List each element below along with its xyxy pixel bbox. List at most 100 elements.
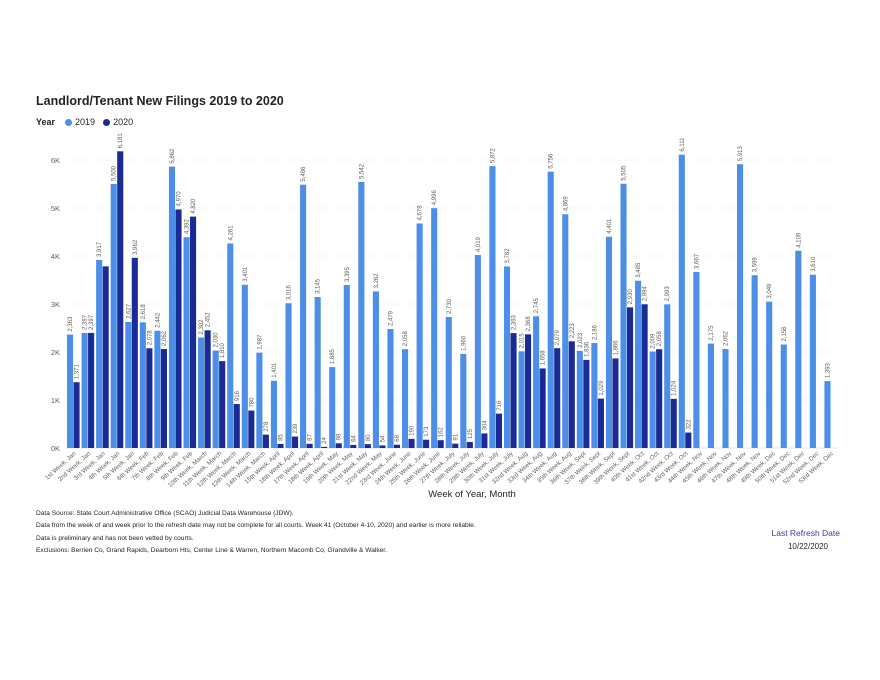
bar-2019 bbox=[431, 208, 438, 448]
data-label-2020: 278 bbox=[264, 421, 270, 432]
data-label-2020: 716 bbox=[497, 400, 503, 411]
bar-2020 bbox=[277, 443, 284, 448]
bar-2020 bbox=[423, 439, 430, 448]
bar-2020 bbox=[102, 266, 109, 448]
bar-2020 bbox=[525, 334, 532, 448]
bar-2019 bbox=[678, 154, 685, 448]
bar-2020 bbox=[160, 349, 167, 448]
bar-2020 bbox=[583, 359, 590, 448]
data-label-2020: 4,970 bbox=[176, 191, 182, 207]
bar-2020 bbox=[321, 446, 328, 448]
data-label-2020: 2,062 bbox=[162, 330, 168, 346]
bar-2019 bbox=[635, 280, 642, 448]
bar-2019 bbox=[125, 321, 132, 448]
bar-2019 bbox=[693, 271, 700, 448]
bar-2020 bbox=[131, 257, 138, 448]
bar-2019 bbox=[489, 166, 496, 449]
data-label-2019: 4,996 bbox=[432, 190, 438, 206]
data-label-2019: 2,009 bbox=[651, 333, 657, 349]
bar-2020 bbox=[554, 348, 561, 448]
data-label-2019: 3,395 bbox=[345, 266, 351, 282]
bar-2019 bbox=[256, 352, 263, 448]
legend-item-2019[interactable]: 2019 bbox=[65, 117, 95, 127]
bar-2020 bbox=[350, 444, 357, 448]
data-label-2019: 5,913 bbox=[738, 145, 744, 161]
data-label-2019: 2,993 bbox=[665, 286, 671, 302]
bar-2020 bbox=[641, 304, 648, 448]
bar-2019 bbox=[81, 332, 88, 448]
bar-2019 bbox=[402, 349, 409, 448]
bar-2019 bbox=[737, 164, 744, 448]
data-label-2019: 2,175 bbox=[709, 325, 715, 341]
bar-2019 bbox=[795, 250, 802, 448]
bar-2019 bbox=[285, 303, 292, 448]
data-label-2019: 3,016 bbox=[287, 285, 293, 301]
bar-2019 bbox=[664, 304, 671, 448]
bar-2019 bbox=[460, 353, 467, 448]
data-label-2019: 1,685 bbox=[330, 348, 336, 364]
bar-2019 bbox=[649, 351, 656, 448]
bar-2019 bbox=[183, 237, 190, 448]
data-label-2019: 6,111 bbox=[680, 137, 686, 152]
data-label-2019: 4,678 bbox=[418, 205, 424, 221]
data-label-2020: 322 bbox=[686, 419, 692, 430]
data-label-2020: 239 bbox=[293, 423, 299, 434]
bar-2019 bbox=[766, 301, 773, 448]
chart-title: Landlord/Tenant New Filings 2019 to 2020 bbox=[36, 94, 284, 108]
data-label-2019: 5,862 bbox=[170, 148, 176, 164]
bar-2019 bbox=[343, 285, 350, 448]
data-label-2019: 3,485 bbox=[636, 262, 642, 278]
data-label-2019: 3,049 bbox=[767, 283, 773, 299]
data-label-2020: 68 bbox=[395, 434, 401, 441]
data-label-2020: 190 bbox=[410, 425, 416, 436]
bar-2019 bbox=[227, 243, 234, 448]
last-refresh-date: 10/22/2020 bbox=[787, 542, 828, 551]
data-label-2019: 2,627 bbox=[126, 303, 132, 319]
data-label-2019: 2,058 bbox=[403, 331, 409, 347]
legend-item-2020[interactable]: 2020 bbox=[103, 117, 133, 127]
data-label-2019: 1,393 bbox=[825, 362, 831, 378]
y-tick-label: 3K bbox=[51, 300, 60, 309]
bar-2019 bbox=[445, 316, 452, 448]
y-tick-label: 4K bbox=[51, 252, 60, 261]
data-label-2019: 3,917 bbox=[97, 241, 103, 257]
footer-line-exclusions: Exclusions: Berrien Co, Grand Rapids, De… bbox=[36, 547, 387, 555]
bar-2019 bbox=[212, 350, 219, 448]
y-tick-label: 2K bbox=[51, 348, 60, 357]
bar-2020 bbox=[495, 413, 502, 448]
bar-2019 bbox=[300, 184, 307, 448]
bar-2020 bbox=[626, 307, 634, 448]
bar-2019 bbox=[503, 266, 511, 448]
data-label-2020: 87 bbox=[308, 433, 314, 440]
bar-2019 bbox=[139, 322, 146, 448]
bar-2020 bbox=[466, 442, 473, 448]
data-label-2020: 85 bbox=[278, 434, 284, 441]
bar-2020 bbox=[685, 432, 692, 448]
data-label-2020: 304 bbox=[482, 420, 488, 431]
data-label-2020: 2,368 bbox=[526, 316, 532, 332]
bar-2020 bbox=[262, 434, 269, 448]
data-label-2020: 64 bbox=[351, 435, 357, 442]
data-label-2019: 1,401 bbox=[272, 362, 278, 378]
bar-2020 bbox=[437, 440, 444, 448]
data-label-2020: 1,866 bbox=[613, 340, 619, 356]
data-label-2020: 1,658 bbox=[541, 350, 547, 366]
data-label-2019: 4,019 bbox=[476, 236, 482, 252]
data-label-2020: 80 bbox=[366, 434, 372, 441]
data-label-2019: 4,109 bbox=[796, 232, 802, 248]
data-label-2019: 5,756 bbox=[549, 153, 555, 169]
footer-line-preliminary: Data is preliminary and has not been vet… bbox=[36, 534, 194, 542]
bar-2019 bbox=[605, 236, 613, 448]
data-label-2019: 2,730 bbox=[447, 298, 453, 314]
bar-2020 bbox=[597, 398, 604, 448]
data-label-2020: 1,810 bbox=[220, 342, 226, 358]
data-label-2020: 2,452 bbox=[206, 312, 212, 328]
bar-2019 bbox=[562, 214, 569, 448]
legend-title: Year bbox=[36, 117, 56, 127]
data-label-2019: 3,262 bbox=[374, 273, 380, 289]
legend-swatch-2020 bbox=[103, 118, 111, 126]
bar-2019 bbox=[707, 343, 714, 448]
bar-2020 bbox=[73, 382, 80, 448]
bar-2019 bbox=[198, 337, 205, 448]
bar-2020 bbox=[146, 348, 153, 448]
